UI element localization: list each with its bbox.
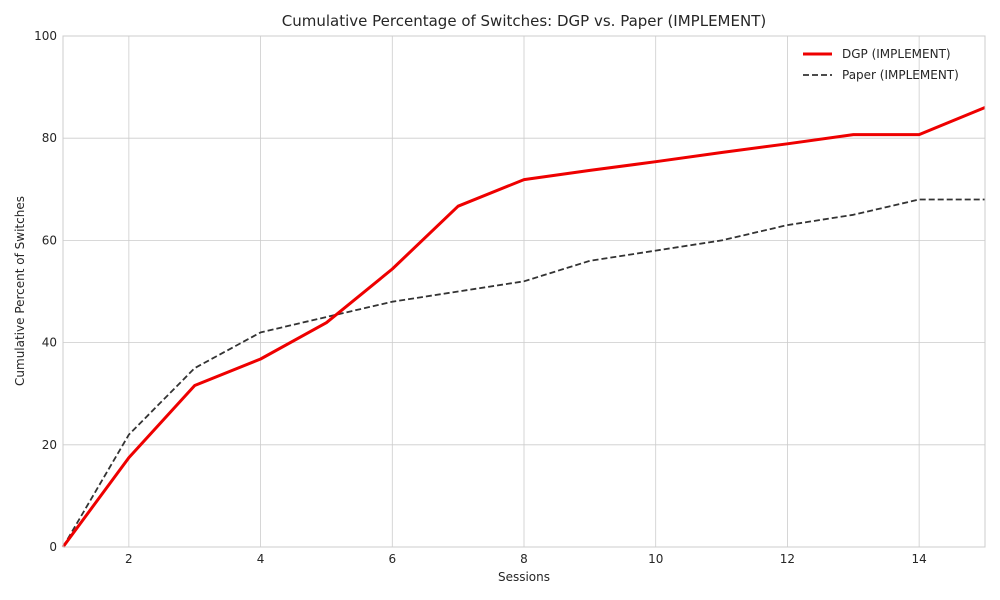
y-tick-label: 40 xyxy=(42,336,57,350)
legend-label: Paper (IMPLEMENT) xyxy=(842,68,959,82)
x-tick-label: 8 xyxy=(520,552,528,566)
y-tick-label: 80 xyxy=(42,131,57,145)
y-tick-label: 60 xyxy=(42,233,57,247)
x-tick-label: 4 xyxy=(257,552,265,566)
chart-title: Cumulative Percentage of Switches: DGP v… xyxy=(282,12,766,30)
y-tick-labels: 0 20 40 60 80 100 xyxy=(34,29,57,554)
series-line-dgp xyxy=(61,106,986,548)
x-tick-label: 2 xyxy=(125,552,133,566)
y-tick-label: 20 xyxy=(42,438,57,452)
x-tick-label: 12 xyxy=(780,552,795,566)
x-tick-label: 14 xyxy=(912,552,927,566)
y-tick-label: 100 xyxy=(34,29,57,43)
series-line-paper xyxy=(62,198,985,548)
x-axis-label: Sessions xyxy=(498,570,550,584)
series-layer xyxy=(61,106,986,548)
y-tick-label: 0 xyxy=(49,540,57,554)
x-tick-label: 10 xyxy=(648,552,663,566)
y-axis-label: Cumulative Percent of Switches xyxy=(13,196,27,386)
x-tick-label: 6 xyxy=(388,552,396,566)
grid xyxy=(63,35,985,548)
x-tick-labels: 2 4 6 8 10 12 14 xyxy=(125,552,927,566)
plot-frame xyxy=(62,35,986,548)
legend: DGP (IMPLEMENT) Paper (IMPLEMENT) xyxy=(803,47,959,82)
legend-label: DGP (IMPLEMENT) xyxy=(842,47,951,61)
